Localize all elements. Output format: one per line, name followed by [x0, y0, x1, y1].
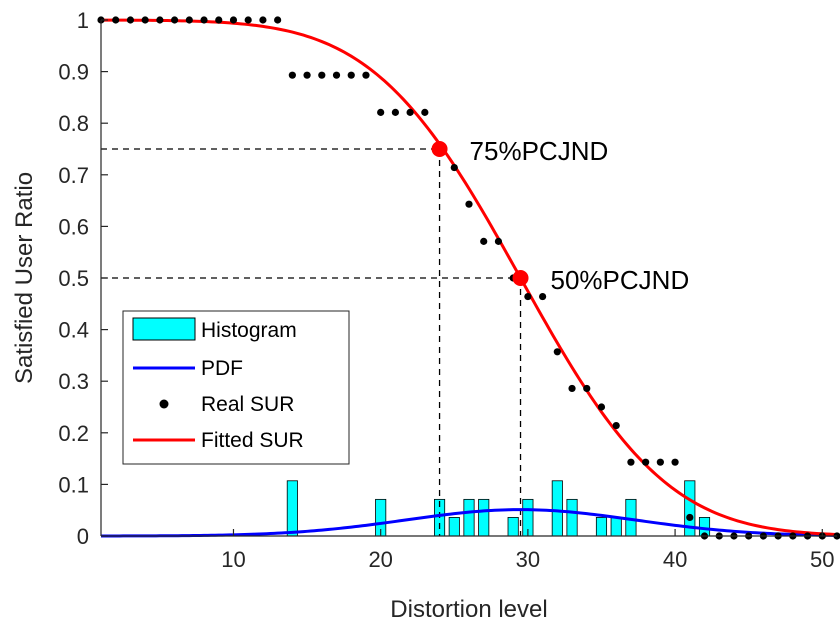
histogram-bar	[610, 517, 622, 537]
pcjnd-marker	[431, 141, 448, 157]
real-sur-point	[126, 16, 135, 24]
real-sur-point	[553, 348, 561, 356]
real-sur-point	[480, 237, 488, 245]
y-axis-ticks: 0 0.1 0.2 0.3 0.4 0.5 0.6 0.7 0.8 0.9 1	[58, 8, 108, 549]
real-sur-point	[377, 108, 385, 116]
real-sur-point	[568, 384, 576, 393]
real-sur-point	[200, 16, 208, 24]
y-tick-label: 0.9	[58, 60, 89, 85]
real-sur-point	[494, 237, 503, 245]
real-sur-point	[274, 16, 282, 24]
pdf-curve	[100, 508, 838, 538]
x-axis-ticks: 10 20 30 40 50	[221, 529, 835, 572]
real-sur-point	[347, 71, 355, 79]
x-tick-label: 20	[368, 547, 392, 572]
y-tick-label: 0.6	[58, 214, 89, 239]
y-tick-label: 0.4	[58, 318, 89, 343]
histogram-bar	[507, 517, 519, 537]
legend-pdf-label: PDF	[201, 357, 243, 380]
real-sur-point	[156, 16, 164, 24]
histogram-bar	[551, 480, 563, 537]
real-sur-point	[406, 108, 414, 116]
y-tick-label: 0	[77, 524, 89, 549]
real-sur-point	[215, 16, 223, 24]
real-sur-point	[171, 16, 179, 24]
real-sur-point	[465, 200, 473, 208]
real-sur-point	[686, 513, 694, 522]
pcjnd-label: 75%PCJND	[470, 136, 609, 166]
real-sur-point	[597, 403, 606, 411]
y-axis-label: Satisfied User Ratio	[11, 172, 38, 384]
y-tick-label: 0.1	[58, 472, 89, 497]
x-tick-label: 10	[221, 547, 245, 572]
real-sur-point	[332, 71, 341, 79]
real-sur-point	[112, 16, 120, 24]
pcjnd-label: 50%PCJND	[551, 265, 690, 295]
x-axis-label: Distortion level	[390, 596, 547, 623]
legend-real-sur-label: Real SUR	[201, 393, 294, 416]
real-sur-point	[259, 16, 267, 24]
real-sur-point	[421, 108, 429, 116]
histogram-bar	[448, 517, 460, 537]
legend-real-sur-swatch	[159, 399, 169, 409]
y-tick-label: 0.7	[58, 163, 89, 188]
histogram-bar	[463, 498, 475, 537]
real-sur-point	[627, 458, 635, 466]
real-sur-point	[362, 71, 370, 79]
real-sur-point	[244, 16, 252, 24]
pcjnd-guide-lines	[101, 148, 522, 536]
x-tick-label: 50	[810, 547, 834, 572]
real-sur-point	[318, 71, 326, 79]
real-sur-point	[612, 421, 620, 430]
real-sur-point	[391, 108, 399, 116]
histogram-bar	[286, 480, 298, 537]
histogram-bar	[566, 498, 578, 537]
real-sur-point	[656, 458, 664, 466]
y-tick-label: 1	[77, 8, 89, 33]
real-sur-point	[450, 163, 458, 172]
legend-fitted-sur-label: Fitted SUR	[201, 429, 304, 452]
pcjnd-marker	[512, 270, 529, 286]
y-tick-label: 0.8	[58, 111, 89, 136]
y-tick-label: 0.2	[58, 421, 89, 446]
real-sur-point	[185, 16, 193, 24]
real-sur-point	[288, 71, 296, 79]
y-tick-label: 0.3	[58, 369, 89, 394]
x-tick-label: 30	[516, 547, 540, 572]
y-tick-label: 0.5	[58, 266, 89, 291]
real-sur-point	[524, 292, 532, 301]
real-sur-point	[303, 71, 311, 79]
real-sur-point	[141, 16, 149, 24]
legend-histogram-swatch	[132, 317, 196, 341]
histogram-bar	[478, 498, 490, 537]
x-tick-label: 40	[663, 547, 687, 572]
real-sur-point	[642, 458, 650, 466]
real-sur-point	[671, 458, 679, 466]
pcjnd-annotations: 75%PCJND 50%PCJND	[431, 136, 690, 295]
legend-histogram-label: Histogram	[201, 319, 297, 342]
real-sur-point	[539, 292, 547, 301]
real-sur-point	[583, 384, 591, 393]
real-sur-point	[229, 16, 238, 24]
fitted-sur-curve	[100, 18, 838, 536]
legend: Histogram PDF Real SUR Fitted SUR	[122, 310, 350, 465]
histogram-bar	[595, 517, 608, 537]
